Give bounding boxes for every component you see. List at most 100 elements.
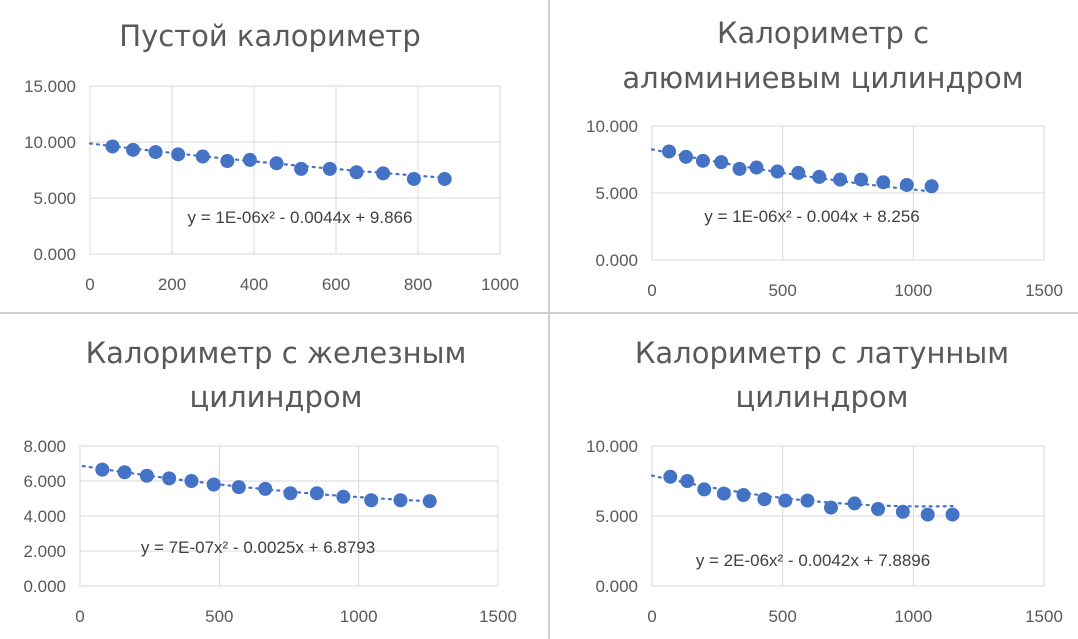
x-tick-label: 500 — [205, 607, 233, 626]
data-point — [126, 142, 141, 157]
data-point — [406, 171, 421, 186]
data-point — [663, 469, 678, 484]
x-tick-label: 0 — [647, 281, 656, 300]
data-point — [812, 169, 827, 184]
chart-2: Калориметр с железным цилиндром 0.000 2.0… — [23, 336, 516, 626]
data-point — [336, 489, 351, 504]
chart-title-line-1: Калориметр с латунным — [635, 336, 1009, 370]
y-tick-label: 4.000 — [23, 507, 66, 526]
chart-title-line-2: цилиндром — [189, 380, 362, 414]
data-point — [791, 165, 806, 180]
data-point — [437, 171, 452, 186]
x-tick-label: 1500 — [1025, 281, 1063, 300]
data-point — [206, 477, 221, 492]
y-tick-label: 0.000 — [23, 577, 66, 596]
data-point — [749, 160, 764, 175]
data-point — [714, 155, 729, 170]
data-point — [833, 172, 848, 187]
chart-0: Пустой калориметр 0.000 5.000 10.000 15.000… — [24, 19, 519, 294]
y-tick-label: 5.000 — [595, 184, 638, 203]
y-tick-label: 2.000 — [23, 542, 66, 561]
data-point — [871, 502, 886, 516]
y-tick-label: 0.000 — [595, 251, 638, 270]
data-point — [309, 486, 324, 501]
trendline-equation: y = 7E-07x² - 0.0025x + 6.8793 — [141, 538, 375, 557]
data-point — [148, 145, 163, 160]
data-point — [117, 465, 132, 480]
data-point — [95, 462, 110, 477]
data-point — [680, 474, 695, 488]
x-tick-label: 0 — [75, 607, 84, 626]
data-point — [258, 481, 273, 496]
trendline-equation: y = 2E-06x² - 0.0042x + 7.8896 — [696, 551, 930, 570]
data-point — [895, 504, 910, 519]
chart-title-line-2: алюминиевым цилиндром — [622, 61, 1023, 95]
data-point — [800, 493, 815, 508]
data-point — [376, 166, 391, 181]
data-point — [854, 172, 869, 187]
data-point — [162, 471, 177, 486]
x-tick-label: 1000 — [481, 275, 519, 294]
y-tick-label: 10.000 — [24, 133, 76, 152]
data-point — [824, 500, 839, 515]
x-tick-label: 400 — [240, 275, 268, 294]
y-tick-label: 10.000 — [586, 437, 638, 456]
data-point — [716, 486, 731, 501]
data-point — [422, 494, 437, 509]
data-point — [322, 161, 337, 176]
data-point — [847, 496, 862, 511]
y-tick-label: 8.000 — [23, 437, 66, 456]
data-point — [105, 139, 120, 154]
data-point — [171, 147, 186, 162]
x-tick-label: 0 — [85, 275, 94, 294]
data-point — [757, 492, 772, 507]
data-point — [242, 152, 257, 167]
y-tick-label: 0.000 — [595, 577, 638, 596]
x-tick-label: 200 — [158, 275, 186, 294]
chart-title-line-1: Пустой калориметр — [119, 19, 420, 53]
data-point — [231, 480, 246, 495]
data-point — [876, 175, 891, 190]
data-point — [945, 507, 960, 522]
y-tick-label: 0.000 — [33, 245, 76, 264]
data-point — [195, 149, 210, 164]
data-point — [184, 474, 199, 488]
data-point — [732, 161, 747, 176]
y-tick-label: 15.000 — [24, 77, 76, 96]
data-point — [695, 153, 710, 168]
data-point — [736, 488, 751, 502]
data-point — [899, 177, 914, 192]
data-point — [678, 149, 693, 164]
chart-title-line-1: Калориметр с — [717, 16, 929, 50]
trendline — [88, 142, 446, 179]
chart-1: Калориметр с алюминиевым цилиндром 0.000… — [586, 16, 1063, 300]
chart-title-line-1: Калориметр с железным — [86, 336, 467, 370]
data-point — [778, 493, 793, 508]
data-point — [393, 493, 408, 508]
y-tick-label: 6.000 — [23, 472, 66, 491]
trendline — [81, 464, 431, 503]
x-tick-label: 1000 — [894, 607, 932, 626]
data-point — [920, 507, 935, 522]
data-point — [364, 493, 379, 508]
trendline-equation: y = 1E-06x² - 0.0044x + 9.866 — [188, 208, 413, 227]
trendline-equation: y = 1E-06x² - 0.004x + 8.256 — [704, 207, 919, 226]
y-tick-label: 10.000 — [586, 117, 638, 136]
x-tick-label: 1500 — [1025, 607, 1063, 626]
data-point — [349, 165, 364, 180]
x-tick-label: 1000 — [894, 281, 932, 300]
data-point — [269, 156, 284, 171]
x-tick-label: 500 — [768, 607, 796, 626]
data-point — [661, 144, 676, 159]
data-point — [924, 179, 939, 194]
data-point — [294, 161, 309, 176]
x-tick-label: 800 — [404, 275, 432, 294]
data-point — [139, 468, 154, 483]
y-tick-label: 5.000 — [33, 189, 76, 208]
x-tick-label: 1500 — [479, 607, 517, 626]
x-tick-label: 1000 — [340, 607, 378, 626]
data-point — [697, 482, 712, 497]
data-point — [283, 486, 298, 501]
